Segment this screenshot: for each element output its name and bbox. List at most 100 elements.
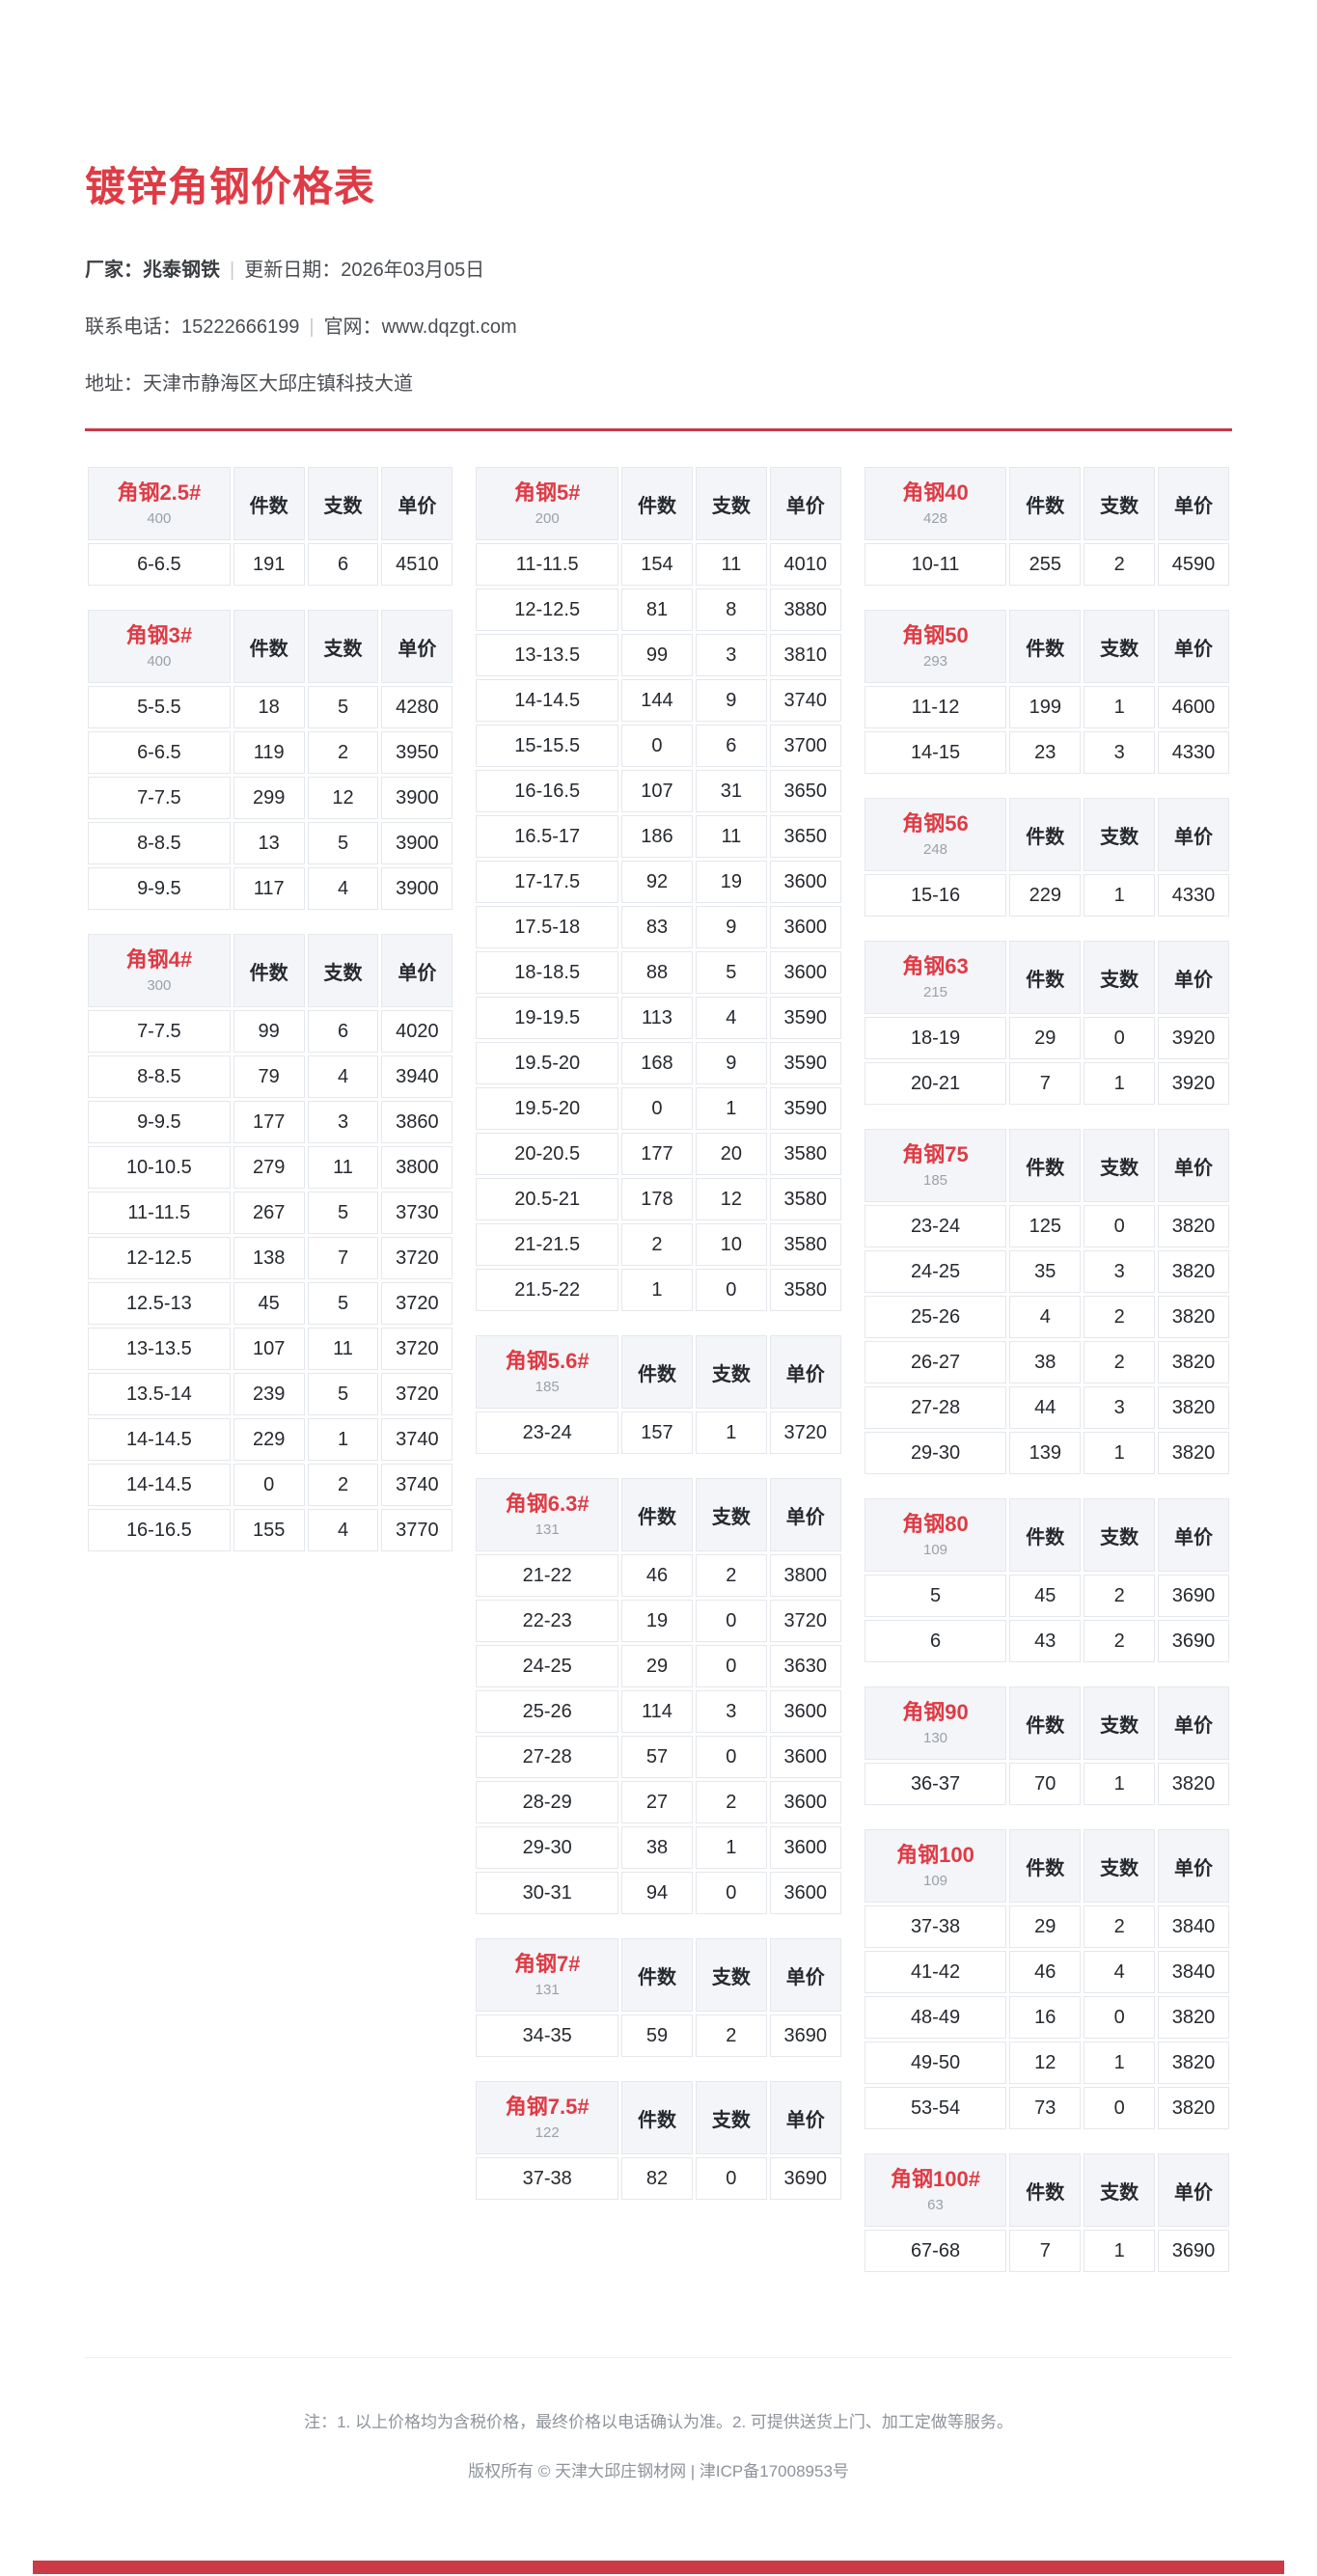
- table-row: 25-26 4 2 3820: [864, 1296, 1229, 1338]
- price-table: 角钢7# 131 件数 支数 单价 34-35 59 2 3690: [473, 1935, 843, 2060]
- pieces-cell: 186: [621, 815, 693, 858]
- table-subtitle: 109: [923, 1872, 948, 1889]
- spec-cell: 29-30: [476, 1826, 619, 1869]
- column-header-pieces: 件数: [1009, 798, 1082, 871]
- spec-cell: 16.5-17: [476, 815, 619, 858]
- count-cell: 2: [1084, 1575, 1156, 1617]
- table-subtitle: 428: [923, 509, 948, 527]
- table-header-row: 角钢100# 63 件数 支数 单价: [864, 2153, 1229, 2227]
- spec-cell: 34-35: [476, 2014, 619, 2057]
- pieces-cell: 4: [1009, 1296, 1082, 1338]
- meta-separator: |: [309, 316, 315, 338]
- count-cell: 1: [1084, 874, 1156, 917]
- table-name-cell: 角钢6.3# 131: [476, 1478, 619, 1551]
- spec-cell: 9-9.5: [88, 867, 231, 910]
- price-cell: 3590: [769, 997, 841, 1039]
- count-cell: 1: [307, 1418, 379, 1461]
- spec-cell: 53-54: [864, 2087, 1007, 2129]
- table-name-cell: 角钢100# 63: [864, 2153, 1007, 2227]
- pieces-cell: 44: [1009, 1386, 1082, 1429]
- column-header-pieces: 件数: [1009, 941, 1082, 1014]
- table-row: 16-16.5 155 4 3770: [88, 1509, 453, 1551]
- spec-cell: 6: [864, 1620, 1007, 1662]
- spec-cell: 6-6.5: [88, 731, 231, 774]
- count-cell: 2: [1084, 1905, 1156, 1948]
- table-row: 6-6.5 119 2 3950: [88, 731, 453, 774]
- spec-cell: 14-14.5: [88, 1464, 231, 1506]
- table-name-cell: 角钢7.5# 122: [476, 2081, 619, 2154]
- pieces-cell: 88: [621, 951, 693, 994]
- count-cell: 2: [307, 731, 379, 774]
- spec-cell: 18-18.5: [476, 951, 619, 994]
- price-cell: 3820: [1158, 1205, 1229, 1247]
- table-row: 15-15.5 0 6 3700: [476, 725, 841, 767]
- pieces-cell: 2: [621, 1223, 693, 1266]
- spec-cell: 10-11: [864, 543, 1007, 586]
- count-cell: 6: [307, 1010, 379, 1053]
- count-cell: 0: [695, 1269, 767, 1311]
- price-cell: 3600: [769, 1781, 841, 1823]
- price-cell: 3920: [1158, 1062, 1229, 1105]
- pieces-cell: 177: [233, 1101, 305, 1143]
- price-cell: 3800: [381, 1146, 453, 1189]
- price-cell: 3690: [1158, 2230, 1229, 2272]
- table-name-cell: 角钢56 248: [864, 798, 1007, 871]
- count-cell: 0: [695, 1872, 767, 1914]
- table-row: 20-21 7 1 3920: [864, 1062, 1229, 1105]
- column-header-count: 支数: [1084, 941, 1156, 1014]
- spec-cell: 29-30: [864, 1432, 1007, 1474]
- website-label: 官网：: [323, 316, 382, 338]
- column-header-price: 单价: [769, 467, 841, 540]
- table-header-row: 角钢3# 400 件数 支数 单价: [88, 610, 453, 683]
- price-cell: 3810: [769, 634, 841, 676]
- pieces-cell: 94: [621, 1872, 693, 1914]
- update-date-label: 更新日期：: [244, 260, 342, 281]
- table-row: 48-49 16 0 3820: [864, 1996, 1229, 2039]
- price-cell: 3820: [1158, 1386, 1229, 1429]
- table-name: 角钢4#: [125, 947, 193, 973]
- count-cell: 1: [1084, 2230, 1156, 2272]
- column-header-count: 支数: [1084, 467, 1156, 540]
- count-cell: 10: [695, 1223, 767, 1266]
- table-subtitle: 185: [923, 1171, 948, 1189]
- table-header-row: 角钢50 293 件数 支数 单价: [864, 610, 1229, 683]
- column-header-price: 单价: [1158, 610, 1229, 683]
- price-cell: 3600: [769, 1690, 841, 1733]
- price-cell: 4590: [1158, 543, 1229, 586]
- spec-cell: 12-12.5: [88, 1237, 231, 1279]
- price-cell: 3840: [1158, 1905, 1229, 1948]
- count-cell: 5: [307, 1192, 379, 1234]
- pieces-cell: 279: [233, 1146, 305, 1189]
- price-tables-grid: 角钢2.5# 400 件数 支数 单价 6-6.5 191 6 4510 角钢3# 400 件数 支数单…: [85, 464, 1232, 2293]
- price-cell: 3720: [381, 1237, 453, 1279]
- pieces-cell: 12: [1009, 2042, 1082, 2084]
- spec-cell: 13-13.5: [476, 634, 619, 676]
- pieces-cell: 155: [233, 1509, 305, 1551]
- count-cell: 3: [1084, 731, 1156, 774]
- table-row: 22-23 19 0 3720: [476, 1600, 841, 1642]
- column-header-pieces: 件数: [233, 467, 305, 540]
- spec-cell: 21-22: [476, 1554, 619, 1597]
- column-header-pieces: 件数: [621, 1938, 693, 2012]
- spec-cell: 6-6.5: [88, 543, 231, 586]
- table-row: 11-11.5 267 5 3730: [88, 1192, 453, 1234]
- table-subtitle: 400: [147, 509, 172, 527]
- spec-cell: 19.5-20: [476, 1042, 619, 1084]
- table-subtitle: 248: [923, 840, 948, 858]
- pieces-cell: 46: [621, 1554, 693, 1597]
- column-header-price: 单价: [1158, 2153, 1229, 2227]
- price-cell: 3630: [769, 1645, 841, 1687]
- price-cell: 3650: [769, 815, 841, 858]
- spec-cell: 12.5-13: [88, 1282, 231, 1325]
- column-header-price: 单价: [769, 1478, 841, 1551]
- count-cell: 1: [1084, 1763, 1156, 1805]
- pieces-cell: 99: [233, 1010, 305, 1053]
- spec-cell: 17-17.5: [476, 861, 619, 903]
- spec-cell: 28-29: [476, 1781, 619, 1823]
- column-header-price: 单价: [381, 934, 453, 1007]
- table-name-cell: 角钢2.5# 400: [88, 467, 231, 540]
- spec-cell: 14-14.5: [88, 1418, 231, 1461]
- spec-cell: 11-11.5: [88, 1192, 231, 1234]
- column-header-price: 单价: [381, 467, 453, 540]
- spec-cell: 27-28: [476, 1736, 619, 1778]
